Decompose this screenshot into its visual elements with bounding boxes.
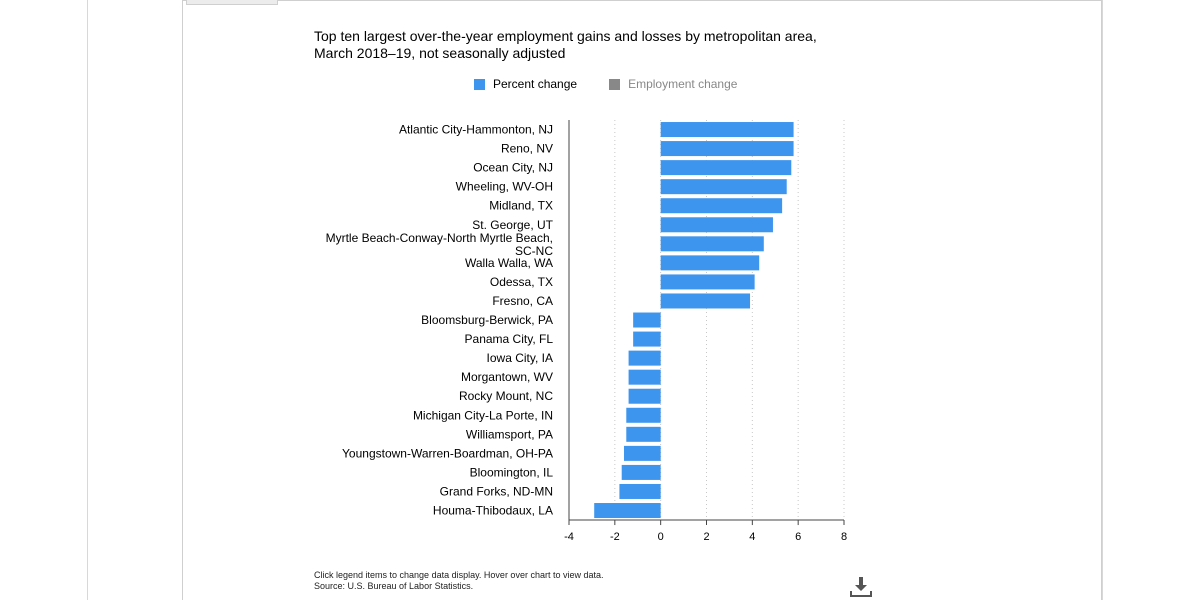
category-label: Fresno, CA: [492, 294, 553, 308]
category-label: Iowa City, IA: [487, 351, 553, 365]
category-label: Grand Forks, ND-MN: [440, 484, 553, 498]
bar[interactable]: [628, 388, 661, 404]
category-label: Panama City, FL: [465, 332, 554, 346]
bar[interactable]: [660, 274, 755, 290]
bar[interactable]: [594, 503, 661, 519]
category-label: Michigan City-La Porte, IN: [413, 408, 553, 422]
bar[interactable]: [660, 198, 783, 214]
x-tick-label: 6: [795, 531, 801, 543]
bar-chart[interactable]: -4 -2 0 2 4 6 8 Atlantic City-Hammonton, NJ Reno…: [0, 0, 1192, 560]
bar[interactable]: [660, 179, 787, 195]
x-tick-label: -2: [610, 531, 620, 543]
bar[interactable]: [660, 255, 760, 271]
bar[interactable]: [628, 350, 661, 366]
category-label: Atlantic City-Hammonton, NJ: [399, 123, 553, 137]
bar[interactable]: [633, 312, 661, 328]
category-label: Morgantown, WV: [461, 370, 553, 384]
x-tick-label: 0: [658, 531, 664, 543]
legend-item-percent-change[interactable]: Percent change: [474, 77, 577, 91]
bar[interactable]: [660, 141, 794, 157]
bar[interactable]: [660, 217, 773, 233]
bar[interactable]: [660, 293, 751, 309]
chart-title: Top ten largest over-the-year employment…: [314, 28, 817, 61]
legend-swatch-percent-change: [474, 78, 485, 90]
bar[interactable]: [628, 369, 661, 385]
category-label: Rocky Mount, NC: [459, 389, 553, 403]
legend-item-employment-change[interactable]: Employment change: [609, 77, 737, 91]
category-label: Williamsport, PA: [466, 427, 553, 441]
footer-source: Source: U.S. Bureau of Labor Statistics.: [314, 581, 474, 591]
bar[interactable]: [660, 122, 794, 138]
category-label: Reno, NV: [501, 142, 553, 156]
legend-label-percent-change: Percent change: [493, 77, 578, 91]
bar[interactable]: [624, 445, 661, 461]
bar[interactable]: [626, 426, 661, 442]
x-tick-label: 4: [749, 531, 755, 543]
category-label: Odessa, TX: [490, 275, 553, 289]
page-border-left: [87, 0, 88, 600]
category-label: St. George, UT: [472, 218, 553, 232]
category-label: Walla Walla, WA: [465, 256, 553, 270]
x-tick-label: -4: [564, 531, 574, 543]
footer-instructions: Click legend items to change data displa…: [314, 570, 604, 580]
bar[interactable]: [619, 483, 661, 499]
chart-panel: [182, 0, 1102, 600]
bar[interactable]: [633, 331, 661, 347]
category-label: Midland, TX: [489, 199, 553, 213]
category-label: Bloomsburg-Berwick, PA: [421, 313, 553, 327]
chart-footer: Click legend items to change data displa…: [314, 570, 603, 592]
x-tick-label: 8: [841, 531, 847, 543]
bar[interactable]: [660, 160, 792, 176]
legend-swatch-employment-change: [609, 78, 621, 90]
category-label: Wheeling, WV-OH: [456, 180, 553, 194]
download-icon[interactable]: [850, 576, 872, 598]
bar[interactable]: [660, 236, 764, 252]
page-border-right: [1102, 0, 1103, 600]
category-label: Houma-Thibodaux, LA: [433, 504, 553, 518]
category-label: Ocean City, NJ: [473, 161, 553, 175]
category-label: Myrtle Beach-Conway-North Myrtle Beach, S…: [326, 231, 554, 258]
category-label: Youngstown-Warren-Boardman, OH-PA: [342, 446, 553, 460]
legend-label-employment-change: Employment change: [628, 77, 738, 91]
x-tick-label: 2: [703, 531, 709, 543]
panel-tab[interactable]: [186, 0, 278, 5]
chart-legend: Percent change Employment change: [474, 76, 769, 92]
category-label: Bloomington, IL: [470, 465, 554, 479]
bar[interactable]: [626, 407, 661, 423]
bar[interactable]: [621, 464, 661, 480]
